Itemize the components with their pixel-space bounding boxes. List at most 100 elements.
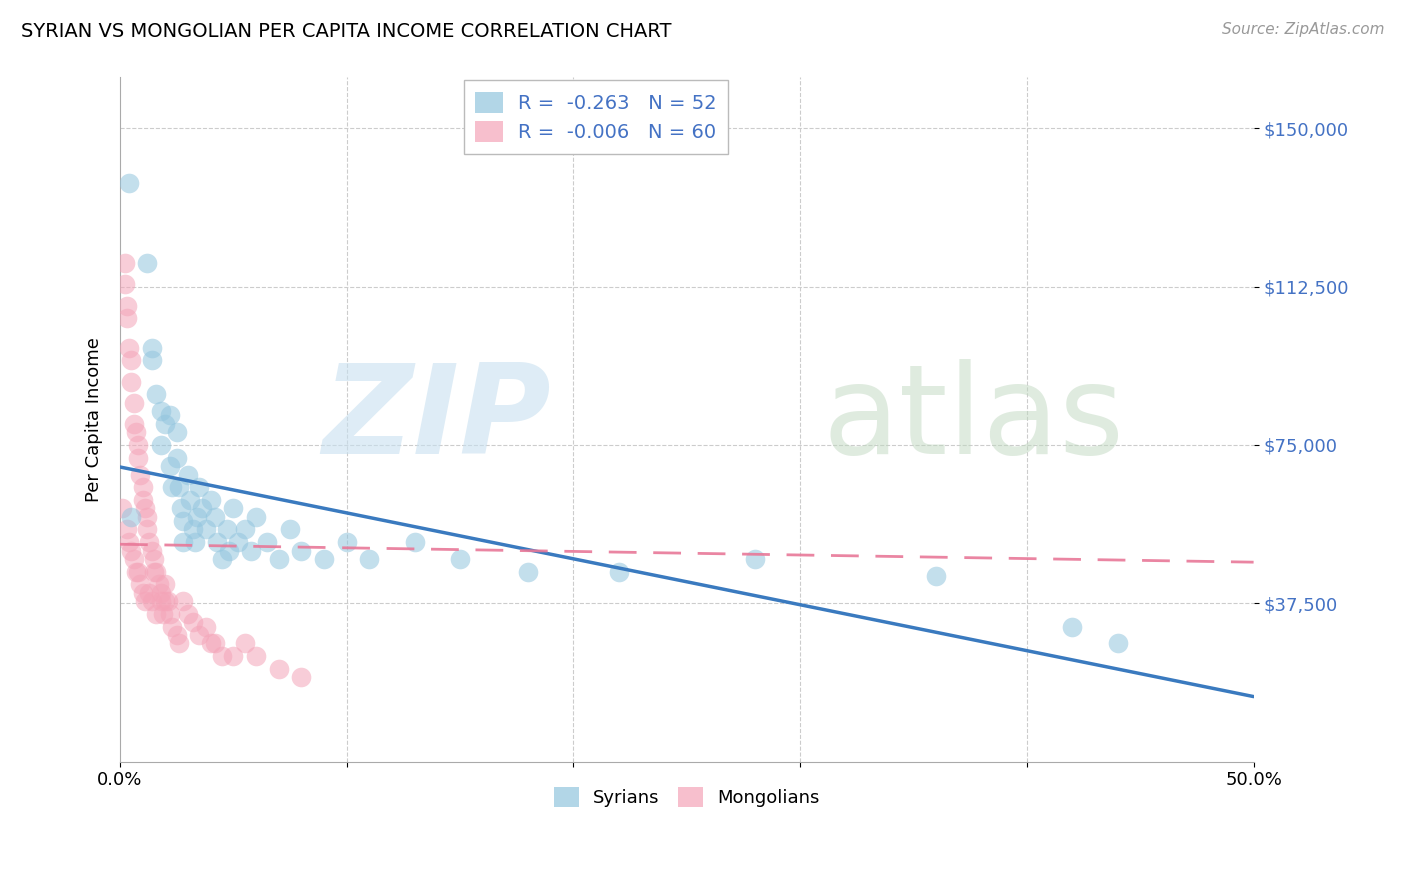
Point <box>118 341 141 355</box>
Point <box>114 277 136 292</box>
Point <box>925 569 948 583</box>
Point <box>200 492 222 507</box>
Point <box>145 565 167 579</box>
Text: Source: ZipAtlas.com: Source: ZipAtlas.com <box>1222 22 1385 37</box>
Point <box>172 535 194 549</box>
Point <box>256 535 278 549</box>
Point <box>155 594 177 608</box>
Point <box>136 256 159 270</box>
Point <box>218 543 240 558</box>
Point <box>145 387 167 401</box>
Point <box>159 607 181 621</box>
Point <box>177 467 200 482</box>
Point <box>131 586 153 600</box>
Point <box>120 375 142 389</box>
Point <box>222 649 245 664</box>
Point <box>245 649 267 664</box>
Point <box>156 594 179 608</box>
Text: atlas: atlas <box>823 359 1125 480</box>
Point <box>181 615 204 630</box>
Point <box>1062 619 1084 633</box>
Point <box>166 450 188 465</box>
Point <box>166 628 188 642</box>
Point <box>118 535 141 549</box>
Point <box>204 509 226 524</box>
Point <box>143 552 166 566</box>
Point <box>131 480 153 494</box>
Text: ZIP: ZIP <box>322 359 551 480</box>
Point <box>141 543 163 558</box>
Point <box>267 662 290 676</box>
Point <box>204 636 226 650</box>
Point <box>188 480 211 494</box>
Point <box>290 670 312 684</box>
Point <box>160 480 183 494</box>
Point <box>111 501 134 516</box>
Point <box>170 501 193 516</box>
Point <box>131 492 153 507</box>
Point <box>118 176 141 190</box>
Point <box>159 459 181 474</box>
Point <box>211 552 233 566</box>
Point <box>359 552 381 566</box>
Legend: Syrians, Mongolians: Syrians, Mongolians <box>547 780 827 814</box>
Point <box>122 552 145 566</box>
Point <box>122 417 145 431</box>
Point <box>143 565 166 579</box>
Point <box>129 577 152 591</box>
Point <box>152 607 174 621</box>
Point <box>134 501 156 516</box>
Point <box>120 509 142 524</box>
Point <box>184 535 207 549</box>
Point <box>149 586 172 600</box>
Point <box>278 523 301 537</box>
Point <box>145 607 167 621</box>
Point <box>114 256 136 270</box>
Point <box>211 649 233 664</box>
Point <box>120 543 142 558</box>
Point <box>188 628 211 642</box>
Point <box>159 409 181 423</box>
Point <box>134 594 156 608</box>
Point <box>125 425 148 440</box>
Point <box>115 523 138 537</box>
Point <box>449 552 471 566</box>
Point <box>155 577 177 591</box>
Point <box>233 523 256 537</box>
Point <box>190 501 212 516</box>
Point <box>200 636 222 650</box>
Point <box>222 501 245 516</box>
Point <box>267 552 290 566</box>
Point <box>115 299 138 313</box>
Point <box>125 565 148 579</box>
Point <box>607 565 630 579</box>
Point <box>141 353 163 368</box>
Point <box>120 353 142 368</box>
Point <box>226 535 249 549</box>
Point <box>141 341 163 355</box>
Point <box>115 311 138 326</box>
Point <box>744 552 766 566</box>
Point <box>172 514 194 528</box>
Point <box>179 492 201 507</box>
Point <box>195 619 218 633</box>
Point <box>312 552 335 566</box>
Point <box>138 586 160 600</box>
Point <box>149 404 172 418</box>
Point <box>233 636 256 650</box>
Point <box>149 594 172 608</box>
Point <box>138 535 160 549</box>
Point <box>122 395 145 409</box>
Point <box>215 523 238 537</box>
Point <box>195 523 218 537</box>
Y-axis label: Per Capita Income: Per Capita Income <box>86 337 103 502</box>
Point <box>181 523 204 537</box>
Point <box>245 509 267 524</box>
Point <box>172 594 194 608</box>
Point <box>160 619 183 633</box>
Point <box>167 636 190 650</box>
Point <box>336 535 359 549</box>
Text: SYRIAN VS MONGOLIAN PER CAPITA INCOME CORRELATION CHART: SYRIAN VS MONGOLIAN PER CAPITA INCOME CO… <box>21 22 672 41</box>
Point <box>290 543 312 558</box>
Point <box>404 535 426 549</box>
